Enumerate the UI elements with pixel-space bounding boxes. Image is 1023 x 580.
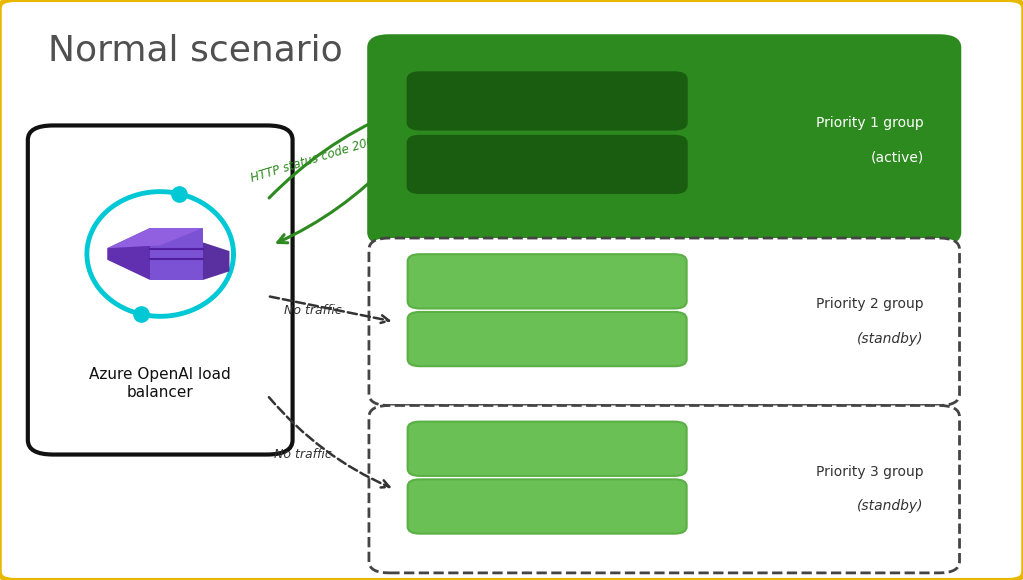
Polygon shape — [203, 242, 229, 280]
Text: HTTP status code 200: HTTP status code 200 — [250, 135, 376, 185]
Polygon shape — [107, 228, 203, 248]
Text: No traffic: No traffic — [274, 448, 331, 461]
Text: Priority 1 group: Priority 1 group — [816, 115, 924, 129]
FancyBboxPatch shape — [407, 136, 686, 193]
FancyBboxPatch shape — [369, 405, 960, 573]
FancyBboxPatch shape — [407, 312, 686, 366]
Text: OpenAI endpoint 5: OpenAI endpoint 5 — [474, 442, 620, 456]
Text: Priority 3 group: Priority 3 group — [816, 465, 924, 479]
Text: (active): (active) — [871, 150, 924, 164]
Polygon shape — [150, 228, 203, 280]
FancyBboxPatch shape — [369, 238, 960, 405]
Text: No traffic: No traffic — [284, 304, 342, 317]
Text: OpenAI endpoint 2: OpenAI endpoint 2 — [474, 157, 620, 172]
Text: Normal scenario: Normal scenario — [48, 33, 343, 67]
Text: Priority 2 group: Priority 2 group — [816, 298, 924, 311]
FancyBboxPatch shape — [407, 254, 686, 309]
FancyBboxPatch shape — [28, 125, 293, 455]
FancyBboxPatch shape — [407, 72, 686, 129]
Text: OpenAI endpoint 3: OpenAI endpoint 3 — [474, 274, 620, 288]
Polygon shape — [107, 228, 150, 280]
Text: (standby): (standby) — [857, 332, 924, 346]
Text: Azure OpenAI load
balancer: Azure OpenAI load balancer — [89, 367, 231, 400]
FancyBboxPatch shape — [407, 479, 686, 534]
Text: OpenAI endpoint 4: OpenAI endpoint 4 — [474, 332, 620, 346]
FancyBboxPatch shape — [407, 422, 686, 476]
Text: OpenAI endpoint 1: OpenAI endpoint 1 — [474, 94, 620, 108]
Text: OpenAI endpoint 6: OpenAI endpoint 6 — [474, 499, 620, 513]
FancyBboxPatch shape — [369, 36, 960, 244]
Text: (standby): (standby) — [857, 499, 924, 513]
